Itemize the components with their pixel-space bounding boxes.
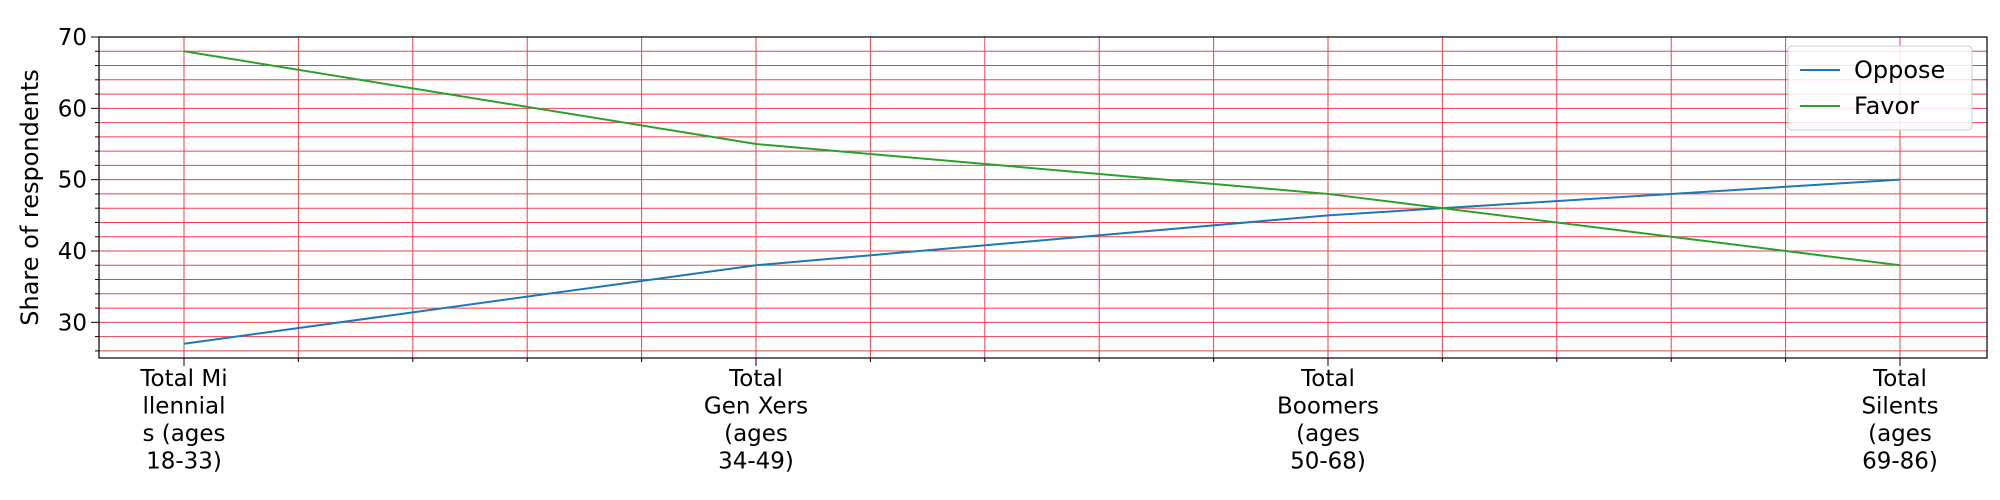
x-tick-label: Total Mi llennial s (ages 18-33) [139, 366, 227, 475]
y-tick-label: 70 [58, 25, 87, 51]
y-axis-label: Share of respondents [16, 69, 44, 326]
grid [99, 37, 1987, 358]
plot-frame [98, 36, 1988, 359]
legend-box [1787, 45, 1973, 131]
y-tick-label: 30 [58, 310, 87, 336]
x-tick-label: Total Gen Xers (ages 34-49) [704, 366, 808, 475]
x-axis: Total Mi llennial s (ages 18-33) Total Gen Xe… [139, 358, 1939, 475]
x-tick-label: Total Boomers (ages 50-68) [1277, 366, 1379, 475]
y-axis: 30 40 50 60 70 [58, 25, 99, 352]
y-tick-label: 60 [58, 96, 87, 122]
x-tick-label: Total Silents (ages 69-86) [1861, 366, 1938, 475]
legend: Oppose Favor [1787, 45, 1973, 131]
y-tick-label: 50 [58, 168, 87, 194]
series-line-oppose [183, 178, 1901, 345]
y-tick-label: 40 [58, 239, 87, 265]
legend-label: Favor [1854, 92, 1919, 120]
legend-label: Oppose [1854, 56, 1945, 84]
series-line-favor [183, 50, 1901, 267]
series-lines [183, 50, 1901, 345]
